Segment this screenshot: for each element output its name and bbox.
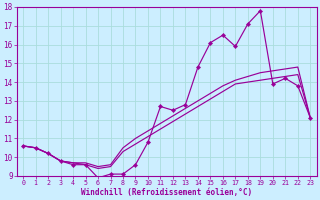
X-axis label: Windchill (Refroidissement éolien,°C): Windchill (Refroidissement éolien,°C) bbox=[81, 188, 252, 197]
